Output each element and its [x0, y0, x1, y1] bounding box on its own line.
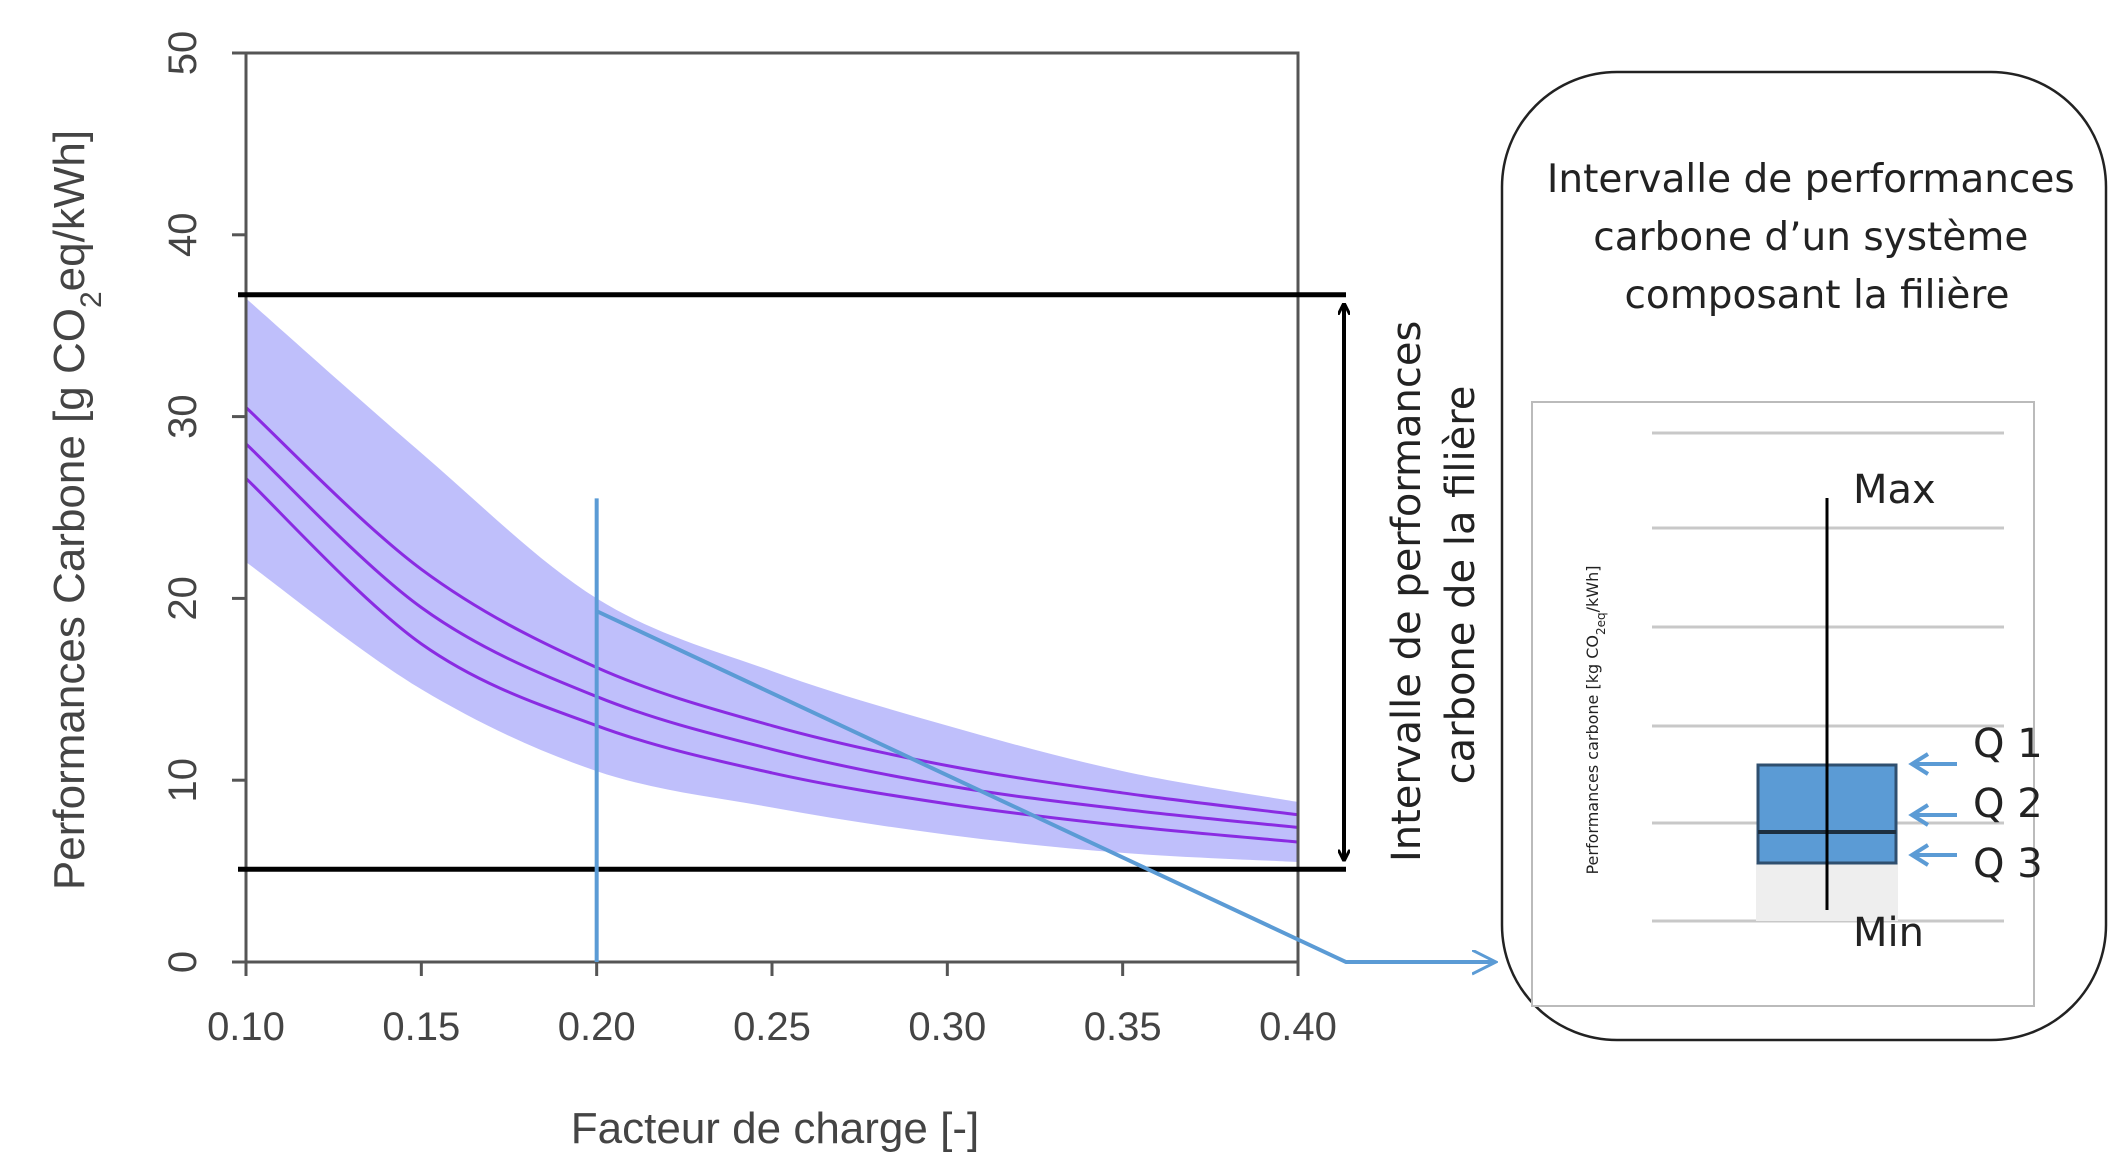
carbon-curve — [244, 442, 1299, 829]
q3-label: Q 3 — [1973, 841, 2043, 887]
carbon-curve — [244, 477, 1299, 844]
q3-arrowhead — [1908, 843, 1930, 867]
y-tick-label: 40 — [161, 213, 205, 257]
inset-y-axis-title: Performances carbone [kg CO2eq/kWh] — [1583, 565, 1608, 874]
x-tick-label: 0.10 — [207, 1005, 285, 1049]
x-tick-label: 0.25 — [733, 1005, 811, 1049]
plot-area: 0.10 0.15 0.20 0.25 0.30 0.35 0.40 0 10 20 30 40 50 — [161, 31, 1494, 1049]
inset-quartile-arrows — [1908, 752, 1957, 867]
x-tick-label: 0.20 — [558, 1005, 636, 1049]
y-tick-label: 20 — [161, 576, 205, 621]
interval-label: Intervalle de performances carbone de la… — [1384, 308, 1484, 862]
q1-label: Q 1 — [1973, 721, 2043, 767]
x-tick-label: 0.30 — [908, 1005, 986, 1049]
uncertainty-band — [246, 298, 1298, 863]
y-tick-label: 50 — [161, 31, 205, 76]
x-tick-label: 0.15 — [382, 1005, 460, 1049]
inset-title: Intervalle de performances carbone d’un … — [1547, 157, 2087, 318]
x-tick-label: 0.35 — [1084, 1005, 1162, 1049]
carbon-curves — [244, 406, 1299, 844]
inset-connector-arrow — [595, 609, 1494, 962]
x-axis-title: Facteur de charge [-] — [571, 1104, 979, 1152]
carbon-curve — [244, 406, 1299, 817]
q2-arrowhead — [1908, 803, 1930, 827]
inset-min-label: Min — [1853, 910, 1924, 956]
y-tick-label: 30 — [161, 394, 205, 439]
y-tick-label: 10 — [161, 758, 205, 803]
q2-label: Q 2 — [1973, 781, 2043, 827]
y-axis: 0 10 20 30 40 50 — [161, 31, 246, 973]
inset-panel: Intervalle de performances carbone d’un … — [1500, 70, 2108, 1042]
q1-arrowhead — [1908, 752, 1930, 776]
inset-max-label: Max — [1853, 467, 1936, 513]
y-axis-title: Performances Carbone [g CO2eq/kWh] — [45, 130, 108, 890]
x-tick-label: 0.40 — [1259, 1005, 1337, 1049]
x-axis: 0.10 0.15 0.20 0.25 0.30 0.35 0.40 — [207, 962, 1337, 1049]
y-tick-label: 0 — [161, 951, 205, 973]
